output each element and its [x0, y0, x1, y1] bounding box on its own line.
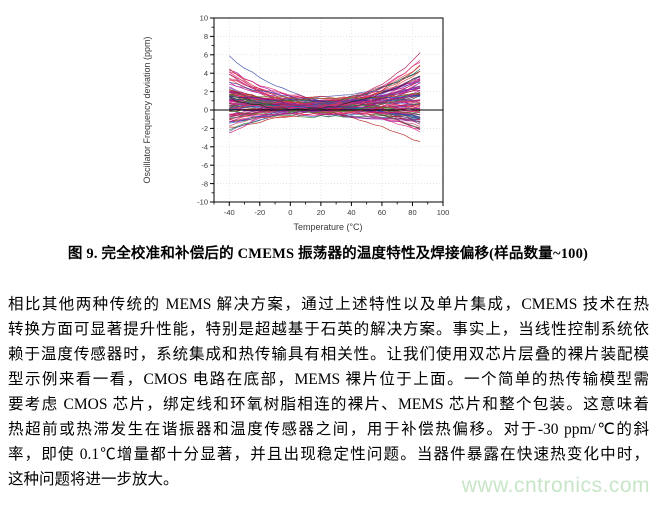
svg-text:8: 8	[204, 32, 208, 41]
body-line: 热超前或热滞发生在谐振器和温度传感器之间，用于补偿热偏移。对于-30 ppm/℃…	[8, 421, 649, 438]
body-line: 这种问题将进一步放大。	[8, 471, 179, 488]
body-line: 型示例来看一看，CMOS 电路在底部，MEMS 裸片位于上面。一个简单的热传输模…	[8, 371, 649, 388]
svg-text:-10: -10	[197, 198, 208, 207]
svg-text:10: 10	[200, 14, 208, 23]
body-line: 赖于温度传感器时，系统集成和热传输具有相关性。让我们使用双芯片层叠的裸片装配模	[8, 346, 649, 363]
body-line: 率，即使 0.1℃增量都十分显著，并且出现稳定性问题。当器件暴露在快速热变化中时…	[8, 446, 649, 463]
svg-text:-8: -8	[201, 179, 208, 188]
watermark: www.cntronics.com	[461, 474, 650, 497]
svg-text:-40: -40	[224, 208, 235, 217]
svg-text:-4: -4	[201, 143, 208, 152]
x-axis-label: Temperature (°C)	[293, 222, 362, 232]
svg-text:20: 20	[317, 208, 325, 217]
figure-caption: 图 9. 完全校准和补偿后的 CMEMS 振荡器的温度特性及焊接偏移(样品数量~…	[67, 246, 589, 262]
body-line: 相比其他两种传统的 MEMS 解决方案，通过上述特性以及单片集成，CMEMS 技…	[8, 296, 649, 313]
svg-text:40: 40	[347, 208, 355, 217]
chart-series-lines	[229, 52, 421, 142]
svg-text:0: 0	[204, 106, 208, 115]
svg-text:-2: -2	[201, 124, 208, 133]
svg-text:80: 80	[408, 208, 416, 217]
chart-gridlines	[214, 18, 443, 202]
svg-text:60: 60	[378, 208, 386, 217]
svg-text:0: 0	[288, 208, 292, 217]
body-line: 要考虑 CMOS 芯片，绑定线和环氧树脂相连的裸片、MEMS 芯片和整个包装。这…	[8, 396, 649, 413]
svg-text:2: 2	[204, 87, 208, 96]
svg-text:100: 100	[437, 208, 450, 217]
svg-text:-20: -20	[254, 208, 265, 217]
svg-text:-6: -6	[201, 161, 208, 170]
svg-text:4: 4	[204, 69, 208, 78]
body-line: 转换方面可显著提升性能，特别是超越基于石英的解决方案。事实上，当线性控制系统依	[8, 321, 649, 338]
chart-frame	[213, 17, 444, 203]
y-axis-label: Oscillator Frequency deviation (ppm)	[142, 36, 152, 183]
chart-axis-ticks	[210, 17, 444, 206]
svg-text:6: 6	[204, 51, 208, 60]
body-text: 相比其他两种传统的 MEMS 解决方案，通过上述特性以及单片集成，CMEMS 技…	[8, 292, 649, 492]
